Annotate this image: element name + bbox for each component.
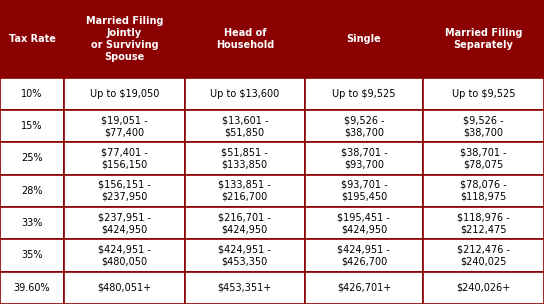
Text: 39.60%: 39.60% — [14, 283, 51, 293]
Text: Up to $9,525: Up to $9,525 — [332, 89, 395, 99]
Bar — [423, 174, 544, 207]
Bar — [305, 78, 423, 110]
Text: $93,701 -
$195,450: $93,701 - $195,450 — [341, 180, 387, 202]
Bar — [0, 142, 64, 174]
Text: $9,526 -
$38,700: $9,526 - $38,700 — [344, 115, 384, 137]
Text: $212,476 -
$240,025: $212,476 - $240,025 — [457, 244, 510, 267]
Bar — [64, 239, 185, 272]
Text: 15%: 15% — [21, 121, 43, 131]
Bar — [185, 239, 305, 272]
Bar — [64, 110, 185, 142]
Text: $426,701+: $426,701+ — [337, 283, 391, 293]
Text: $195,451 -
$424,950: $195,451 - $424,950 — [337, 212, 391, 234]
Bar — [64, 0, 185, 78]
Text: Up to $13,600: Up to $13,600 — [210, 89, 280, 99]
Text: $38,701 -
$93,700: $38,701 - $93,700 — [341, 147, 387, 169]
Bar — [0, 272, 64, 304]
Text: $237,951 -
$424,950: $237,951 - $424,950 — [98, 212, 151, 234]
Bar — [64, 142, 185, 174]
Bar — [305, 110, 423, 142]
Text: $240,026+: $240,026+ — [456, 283, 511, 293]
Text: $480,051+: $480,051+ — [97, 283, 152, 293]
Text: $424,951 -
$480,050: $424,951 - $480,050 — [98, 244, 151, 267]
Text: $51,851 -
$133,850: $51,851 - $133,850 — [221, 147, 268, 169]
Bar — [305, 142, 423, 174]
Text: $78,076 -
$118,975: $78,076 - $118,975 — [460, 180, 507, 202]
Bar — [64, 272, 185, 304]
Text: Married Filing
Separately: Married Filing Separately — [445, 28, 522, 50]
Bar — [0, 0, 64, 78]
Bar — [64, 207, 185, 239]
Bar — [423, 0, 544, 78]
Bar — [0, 207, 64, 239]
Bar — [0, 239, 64, 272]
Text: $156,151 -
$237,950: $156,151 - $237,950 — [98, 180, 151, 202]
Text: 28%: 28% — [21, 186, 43, 196]
Bar — [423, 239, 544, 272]
Bar — [0, 78, 64, 110]
Text: $38,701 -
$78,075: $38,701 - $78,075 — [460, 147, 507, 169]
Bar — [185, 0, 305, 78]
Text: $9,526 -
$38,700: $9,526 - $38,700 — [463, 115, 504, 137]
Bar — [185, 142, 305, 174]
Bar — [0, 174, 64, 207]
Text: Up to $9,525: Up to $9,525 — [452, 89, 515, 99]
Bar — [185, 174, 305, 207]
Text: 35%: 35% — [21, 250, 43, 261]
Text: $133,851 -
$216,700: $133,851 - $216,700 — [219, 180, 271, 202]
Text: 33%: 33% — [21, 218, 43, 228]
Text: Head of
Household: Head of Household — [215, 28, 274, 50]
Text: Married Filing
Jointly
or Surviving
Spouse: Married Filing Jointly or Surviving Spou… — [86, 16, 163, 62]
Text: $424,951 -
$426,700: $424,951 - $426,700 — [337, 244, 391, 267]
Bar — [64, 78, 185, 110]
Bar — [305, 272, 423, 304]
Bar — [423, 207, 544, 239]
Bar — [185, 78, 305, 110]
Bar — [423, 78, 544, 110]
Text: 25%: 25% — [21, 154, 43, 164]
Text: $453,351+: $453,351+ — [218, 283, 272, 293]
Text: $216,701 -
$424,950: $216,701 - $424,950 — [218, 212, 271, 234]
Bar — [423, 110, 544, 142]
Text: $118,976 -
$212,475: $118,976 - $212,475 — [458, 212, 510, 234]
Text: $19,051 -
$77,400: $19,051 - $77,400 — [101, 115, 148, 137]
Bar — [423, 142, 544, 174]
Text: $77,401 -
$156,150: $77,401 - $156,150 — [101, 147, 148, 169]
Bar — [185, 207, 305, 239]
Bar — [0, 110, 64, 142]
Text: 10%: 10% — [21, 89, 43, 99]
Bar — [64, 174, 185, 207]
Bar — [423, 272, 544, 304]
Bar — [185, 272, 305, 304]
Text: $424,951 -
$453,350: $424,951 - $453,350 — [218, 244, 271, 267]
Bar — [305, 207, 423, 239]
Text: $13,601 -
$51,850: $13,601 - $51,850 — [221, 115, 268, 137]
Bar — [185, 110, 305, 142]
Text: Tax Rate: Tax Rate — [9, 34, 55, 44]
Text: Single: Single — [347, 34, 381, 44]
Bar — [305, 239, 423, 272]
Bar — [305, 0, 423, 78]
Bar — [305, 174, 423, 207]
Text: Up to $19,050: Up to $19,050 — [90, 89, 159, 99]
